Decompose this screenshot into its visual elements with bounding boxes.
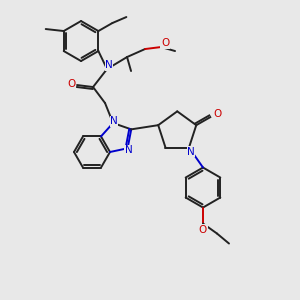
Text: O: O [67, 79, 75, 89]
Text: O: O [161, 38, 169, 48]
Text: O: O [199, 224, 207, 235]
Text: N: N [125, 145, 133, 155]
Text: N: N [110, 116, 118, 126]
Text: N: N [105, 60, 113, 70]
Text: N: N [187, 146, 195, 157]
Text: O: O [213, 109, 221, 119]
